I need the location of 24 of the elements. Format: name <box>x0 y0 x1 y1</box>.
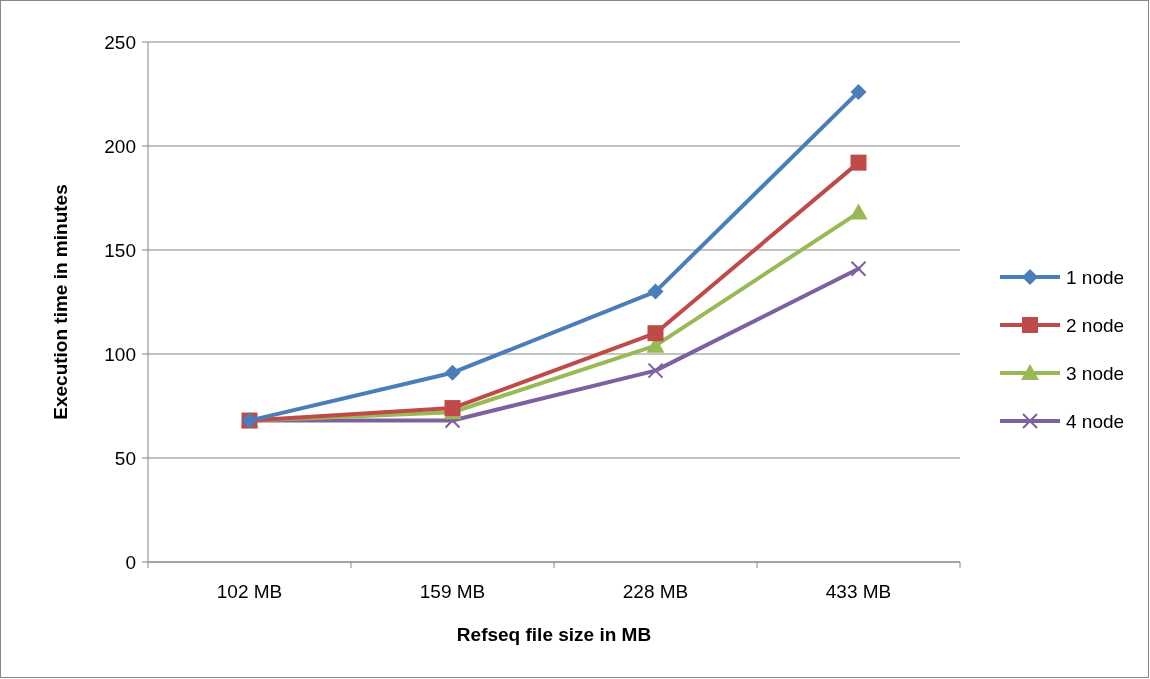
point <box>850 260 867 277</box>
x-tick-label: 159 MB <box>419 581 486 602</box>
point <box>849 203 868 220</box>
point <box>850 83 867 100</box>
legend-label: 2 node <box>1066 314 1125 336</box>
y-axis-title: Execution time in minutes <box>50 184 71 420</box>
point <box>647 362 664 379</box>
y-tick-label: 250 <box>104 31 136 53</box>
y-tick-label: 50 <box>114 447 136 469</box>
y-tick-label: 200 <box>104 135 136 157</box>
legend-label: 3 node <box>1066 362 1125 384</box>
point <box>647 325 664 342</box>
y-tick-label: 0 <box>125 551 136 573</box>
x-axis-title: Refseq file size in MB <box>456 624 652 645</box>
legend-label: 4 node <box>1066 410 1125 432</box>
y-tick-label: 100 <box>104 343 136 365</box>
x-tick-label: 102 MB <box>216 581 283 602</box>
y-tick-label: 150 <box>104 239 136 261</box>
point <box>647 283 664 300</box>
point <box>444 364 461 381</box>
x-tick-label: 433 MB <box>825 581 892 602</box>
point <box>850 154 867 171</box>
legend-label: 1 node <box>1066 266 1125 288</box>
x-tick-label: 228 MB <box>622 581 689 602</box>
